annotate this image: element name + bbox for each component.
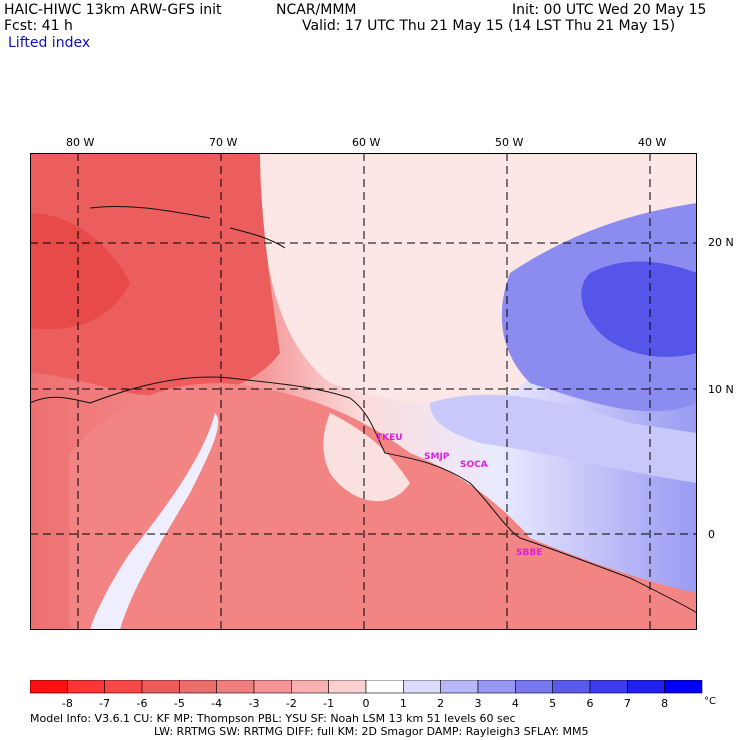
forecast-hour: Fcst: 41 h [4, 18, 73, 34]
lat-label-20n: 20 N [708, 236, 734, 249]
lifted-index-map [30, 153, 697, 630]
lon-label-80w: 80 W [66, 136, 95, 149]
colorbar-unit: °C [704, 696, 716, 707]
colorbar-swatch [253, 680, 292, 694]
colorbar-tick-label: 7 [624, 697, 631, 710]
colorbar-swatch [664, 680, 703, 694]
colorbar-tick-label: -1 [323, 697, 334, 710]
colorbar-tick-label: 2 [437, 697, 444, 710]
colorbar-tick-label: -5 [174, 697, 185, 710]
caribbean-unstable [30, 153, 280, 397]
south-america-field [70, 383, 697, 630]
lon-label-70w: 70 W [209, 136, 238, 149]
colorbar: -8 -7 -6 -5 -4 -3 -2 -1 0 1 2 3 4 5 6 7 8 °C [30, 680, 716, 710]
colorbar-swatch [515, 680, 553, 694]
field-name: Lifted index [8, 35, 91, 51]
lat-label-0: 0 [708, 528, 715, 541]
colorbar-swatch [552, 680, 591, 694]
colorbar-tick-label: 6 [587, 697, 594, 710]
colorbar-tick-label: 0 [363, 697, 370, 710]
lon-label-60w: 60 W [352, 136, 381, 149]
model-info-line2: LW: RRTMG SW: RRTMG DIFF: full KM: 2D Sm… [154, 725, 589, 738]
colorbar-tick-label: -8 [62, 697, 73, 710]
init-time: Init: 00 UTC Wed 20 May 15 [512, 2, 707, 18]
colorbar-swatch [477, 680, 516, 694]
colorbar-swatch [440, 680, 479, 694]
site-label-smjp: SMJP [424, 452, 450, 462]
colorbar-tick-label: -3 [249, 697, 260, 710]
coastline-central-america [30, 396, 91, 404]
valid-time: Valid: 17 UTC Thu 21 May 15 (14 LST Thu … [302, 18, 676, 34]
colorbar-swatch [365, 680, 404, 694]
stable-fringe [430, 394, 697, 483]
coastline-south-america [89, 376, 697, 614]
colorbar-swatch [67, 680, 105, 694]
colorbar-tick-label: 8 [661, 697, 668, 710]
colorbar-swatch [291, 680, 329, 694]
institution: NCAR/MMM [276, 2, 357, 18]
atlantic-north-field [260, 153, 697, 404]
colorbar-swatch [328, 680, 367, 694]
colorbar-swatch [216, 680, 255, 694]
colorbar-tick-label: -4 [211, 697, 222, 710]
colorbar-swatch [141, 680, 180, 694]
guiana-coast-field [323, 413, 410, 502]
colorbar-tick-label: 1 [400, 697, 407, 710]
coastline-caribbean-islands [89, 205, 286, 249]
colorbar-swatch [104, 680, 143, 694]
map-frame [30, 153, 697, 630]
colorbar-swatch [179, 680, 217, 694]
site-label-soca: SOCA [460, 460, 488, 470]
colorbar-tick-label: -7 [99, 697, 110, 710]
model-info-line1: Model Info: V3.6.1 CU: KF MP: Thompson P… [30, 712, 516, 725]
colorbar-swatch [403, 680, 441, 694]
lat-label-10n: 10 N [708, 383, 734, 396]
model-title: HAIC-HIWC 13km ARW-GFS init [4, 2, 222, 18]
colorbar-tick-label: 5 [549, 697, 556, 710]
colorbar-tick-label: 4 [512, 697, 519, 710]
colorbar-swatch [627, 680, 665, 694]
site-label-sbbe: SBBE [516, 548, 543, 558]
lon-label-40w: 40 W [638, 136, 667, 149]
lat-lon-grid [30, 153, 697, 630]
unstable-core [30, 213, 130, 330]
colorbar-tick-label: 3 [475, 697, 482, 710]
colorbar-tick-label: -2 [286, 697, 297, 710]
site-label-tkeu: TKEU [376, 433, 403, 443]
colorbar-swatch [30, 680, 68, 694]
lon-label-50w: 50 W [495, 136, 524, 149]
stable-core [581, 261, 697, 357]
colorbar-swatch [589, 680, 628, 694]
andes-stable [90, 413, 219, 630]
colorbar-tick-label: -6 [137, 697, 148, 710]
